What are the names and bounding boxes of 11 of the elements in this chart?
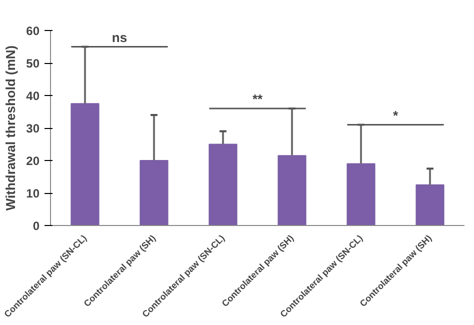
annotation: ns <box>112 30 128 45</box>
y-tick-label: 10 <box>26 186 40 200</box>
annotation: * <box>392 108 399 123</box>
y-tick-label: 20 <box>26 154 40 168</box>
y-tick-label: 0 <box>32 219 40 233</box>
y-axis-title: Withdrawal threshold (mN) <box>3 45 18 211</box>
y-tick-label: 50 <box>26 56 40 70</box>
y-tick-label: 40 <box>26 89 40 103</box>
y-tick-label: 30 <box>26 122 40 136</box>
y-tick-label: 60 <box>26 24 40 38</box>
annotation: ** <box>252 92 264 106</box>
